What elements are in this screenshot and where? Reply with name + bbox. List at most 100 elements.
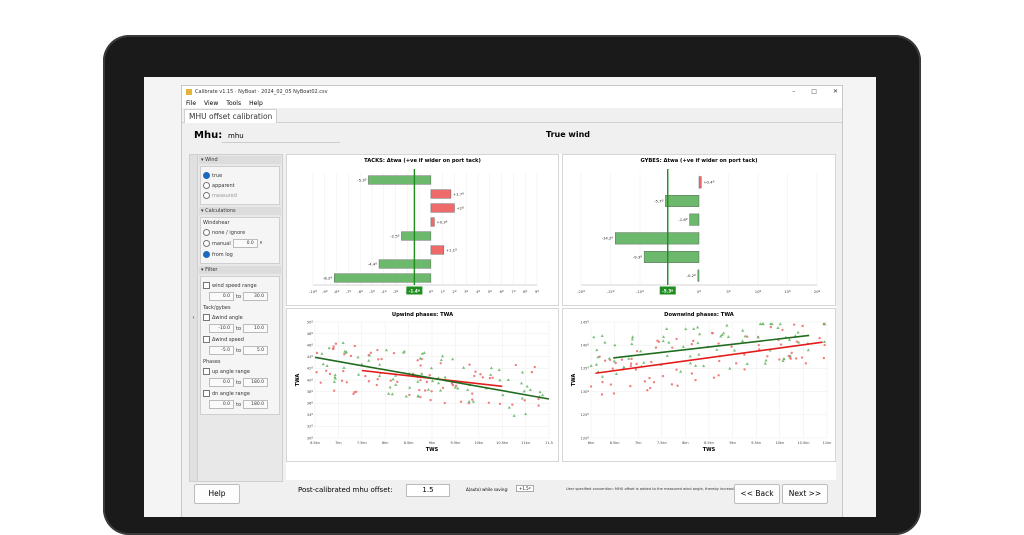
data-point xyxy=(696,325,700,329)
data-point xyxy=(769,325,773,329)
data-point xyxy=(696,341,700,345)
app-logo-icon xyxy=(186,89,192,95)
filter-section-header[interactable]: ▾ Filter xyxy=(199,266,281,274)
phases-label: Phases xyxy=(203,359,221,365)
delta-speed-checkbox[interactable] xyxy=(203,336,210,343)
data-point xyxy=(764,358,768,362)
data-point xyxy=(792,323,796,326)
bar xyxy=(689,213,700,226)
delta-angle-checkbox[interactable] xyxy=(203,314,210,321)
radio-none-label: none / ignore xyxy=(212,229,246,236)
data-point xyxy=(743,368,746,371)
radio-none[interactable] xyxy=(203,229,210,236)
maximize-button[interactable]: □ xyxy=(811,88,817,95)
menu-view[interactable]: View xyxy=(204,99,219,107)
data-point xyxy=(523,399,526,402)
data-point xyxy=(688,361,693,365)
ds-from-input[interactable]: -5.0 xyxy=(209,346,234,355)
post-calibrated-input[interactable]: 1.5 xyxy=(406,484,450,497)
radio-from-log[interactable] xyxy=(203,251,210,258)
x-tick-label: 3º xyxy=(464,289,468,294)
radio-manual[interactable] xyxy=(203,240,210,247)
data-point xyxy=(364,374,367,378)
tab-mhu-offset[interactable]: MHU offset calibration xyxy=(184,109,278,123)
close-button[interactable]: ✕ xyxy=(832,88,838,95)
data-point xyxy=(491,376,494,379)
data-point xyxy=(474,370,477,373)
x-tick-label: 2º xyxy=(452,289,456,294)
radio-true-label: true xyxy=(212,172,223,179)
unit-label: º xyxy=(259,240,263,247)
bar-label: -2.5º xyxy=(390,233,399,238)
data-point xyxy=(419,395,422,399)
data-point xyxy=(667,340,671,344)
help-button[interactable]: Help xyxy=(194,484,240,504)
x-tick-label: -7º xyxy=(346,289,352,294)
data-point xyxy=(801,324,804,328)
minimize-button[interactable]: – xyxy=(792,88,796,95)
bar-label: -8.2º xyxy=(323,275,332,280)
radio-apparent[interactable] xyxy=(203,182,210,189)
wind-section-header[interactable]: ▾ Wind xyxy=(199,156,281,164)
delta-auto-value: +1.5º xyxy=(516,485,534,492)
back-button[interactable]: << Back xyxy=(734,484,780,504)
wind-speed-range-label: wind speed range xyxy=(212,282,257,289)
dn-range-checkbox[interactable] xyxy=(203,390,210,397)
data-point xyxy=(757,343,761,347)
data-point xyxy=(740,339,745,343)
data-point xyxy=(665,327,669,331)
data-point xyxy=(726,335,731,338)
up-to-input[interactable]: 180.0 xyxy=(243,378,269,387)
next-button[interactable]: Next >> xyxy=(782,484,828,504)
x-tick-label: -10º xyxy=(309,289,317,294)
up-from-input[interactable]: 0.0 xyxy=(209,378,234,387)
data-point xyxy=(661,374,665,378)
data-point xyxy=(732,348,737,352)
up-range-checkbox[interactable] xyxy=(203,368,210,375)
data-point xyxy=(331,347,335,350)
screen: Calibrate v1.15 · NyBoat · 2024_02_05 Ny… xyxy=(144,77,876,517)
data-point xyxy=(596,355,600,359)
menu-file[interactable]: File xyxy=(186,99,197,107)
data-point xyxy=(376,377,379,381)
x-tick-label: 1º xyxy=(441,289,445,294)
data-point xyxy=(806,348,810,352)
x-tick-label: 7kn xyxy=(635,441,641,445)
data-point xyxy=(394,383,398,386)
ws-from-input[interactable]: 0.0 xyxy=(209,292,234,301)
data-point xyxy=(629,384,632,388)
data-point xyxy=(725,323,729,327)
bar xyxy=(401,231,432,241)
x-tick-label: 8.5kn xyxy=(704,441,714,445)
data-point xyxy=(692,339,695,343)
x-tick-label: 8kn xyxy=(682,441,688,445)
x-tick-label: 20º xyxy=(814,289,821,294)
menu-help[interactable]: Help xyxy=(249,99,263,107)
ws-to-input[interactable]: 30.0 xyxy=(243,292,269,301)
x-tick-label: 4º xyxy=(476,289,480,294)
radio-true[interactable] xyxy=(203,172,210,179)
dn-to-input[interactable]: 180.0 xyxy=(243,400,269,409)
data-point xyxy=(770,322,774,326)
data-point xyxy=(694,364,698,367)
calculations-section-header[interactable]: ▾ Calculations xyxy=(199,207,281,215)
y-axis-label: TWA xyxy=(295,374,301,387)
data-point xyxy=(766,355,769,358)
data-point xyxy=(601,380,604,384)
x-tick-label: 7.5kn xyxy=(357,441,367,445)
radio-measured[interactable] xyxy=(203,192,210,199)
da-to-input[interactable]: 10.0 xyxy=(243,324,269,333)
collapse-panel-button[interactable]: ‹ xyxy=(190,155,198,481)
dn-from-input[interactable]: 0.0 xyxy=(209,400,234,409)
data-point xyxy=(778,358,781,361)
mhu-select[interactable]: mhu xyxy=(222,130,340,143)
data-point xyxy=(661,335,666,339)
wind-speed-range-checkbox[interactable] xyxy=(203,282,210,289)
data-point xyxy=(804,362,808,365)
menu-tools[interactable]: Tools xyxy=(226,99,242,107)
bar-label: -5.7º xyxy=(654,198,663,203)
ds-to-input[interactable]: 5.0 xyxy=(243,346,269,355)
manual-value-input[interactable]: 0.0 xyxy=(232,239,258,248)
x-tick-label: -8º xyxy=(334,289,340,294)
da-from-input[interactable]: -10.0 xyxy=(209,324,234,333)
